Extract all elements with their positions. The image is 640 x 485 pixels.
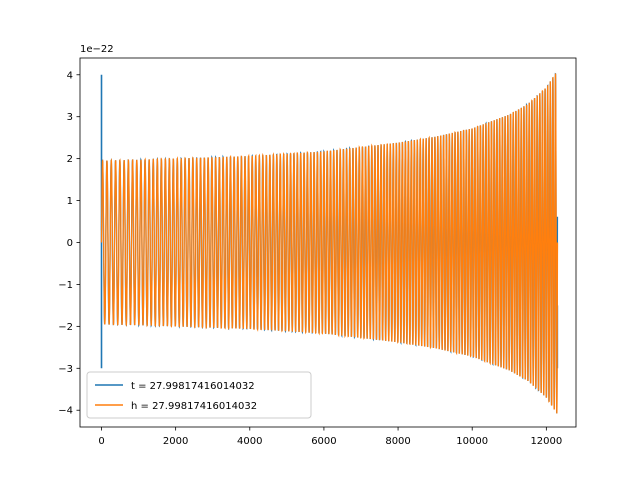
legend: t = 27.99817416014032 h = 27.998174160140… <box>86 371 312 419</box>
x-tick-label: 4000 <box>237 436 262 447</box>
axes: 0 2000 4000 6000 8000 10000 12000 −4 −3 −2 −1 0 1 2 3 4 <box>58 57 577 447</box>
y-tick-label: −1 <box>58 280 73 291</box>
y-tick-label: 0 <box>67 238 73 249</box>
legend-label: h = 27.99817416014032 <box>131 401 257 412</box>
y-tick-label: −3 <box>58 364 73 375</box>
legend-box <box>86 371 312 419</box>
y-tick-label: −4 <box>58 406 73 417</box>
x-tick-label: 8000 <box>385 436 410 447</box>
x-tick-label: 2000 <box>163 436 188 447</box>
plot-area <box>100 72 559 414</box>
series-line-h <box>100 73 559 414</box>
y-offset-label: 1e−22 <box>80 44 114 55</box>
y-tick-label: 2 <box>67 154 73 165</box>
x-tick-label: 0 <box>98 436 104 447</box>
y-tick-label: 3 <box>67 112 73 123</box>
x-tick-label: 12000 <box>530 436 562 447</box>
legend-label: t = 27.99817416014032 <box>131 381 255 392</box>
y-tick-label: −2 <box>58 322 73 333</box>
y-tick-label: 1 <box>67 196 73 207</box>
x-tick-label: 6000 <box>311 436 336 447</box>
x-tick-label: 10000 <box>456 436 488 447</box>
y-tick-label: 4 <box>67 70 73 81</box>
